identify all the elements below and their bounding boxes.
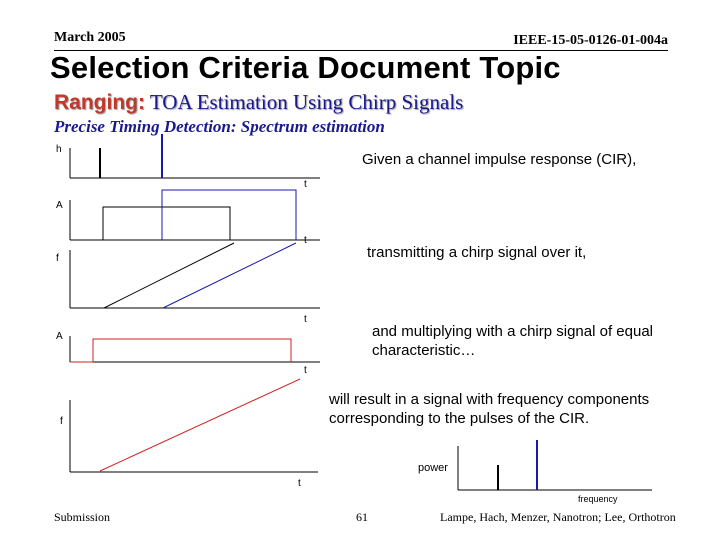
chirp-second [162, 242, 297, 309]
footer-submission: Submission [54, 510, 111, 524]
chirp-y-label: f [56, 253, 59, 264]
pulse-x-label: t [304, 235, 307, 246]
reference-pulse-plot [69, 336, 320, 363]
reference-chirp-x-label: t [298, 478, 301, 489]
reference-pulse-x-label: t [304, 365, 307, 376]
chirp-first [103, 242, 235, 309]
reference-pulse [70, 338, 292, 363]
header-document-id: IEEE-15-05-0126-01-004a [513, 33, 668, 48]
caption-result: will result in a signal with frequency c… [329, 391, 650, 427]
pulse-first [70, 206, 231, 241]
footer-page-number: 61 [356, 510, 368, 524]
footer-authors: Lampe, Hach, Menzer, Nanotron; Lee, Orth… [440, 510, 676, 524]
reference-chirp [99, 378, 301, 472]
spectrum-x-label: frequency [578, 494, 618, 504]
caption-transmit: transmitting a chirp signal over it, [367, 244, 587, 261]
cir-plot [69, 134, 320, 179]
spectrum-plot [457, 440, 652, 491]
pulse-second [161, 189, 297, 240]
cir-y-label: h [56, 144, 62, 155]
slide-subtitle: Ranging: TOA Estimation Using Chirp Sign… [54, 90, 463, 115]
transmit-pulse-plot [69, 189, 320, 241]
subtitle-keyword: Ranging: [54, 91, 145, 114]
subtitle-text: TOA Estimation Using Chirp Signals [149, 90, 464, 114]
pulse-y-label: A [56, 200, 63, 211]
cir-x-label: t [304, 179, 307, 190]
slide-title: Selection Criteria Document Topic [50, 50, 561, 85]
reference-pulse-y-label: A [56, 331, 63, 342]
chirp-x-label: t [304, 314, 307, 325]
header-date: March 2005 [54, 30, 126, 45]
header-rule [54, 50, 668, 51]
transmit-chirp-plot [69, 242, 320, 309]
spectrum-y-label: power [418, 462, 448, 474]
section-heading: Precise Timing Detection: Spectrum estim… [54, 117, 385, 136]
caption-multiply: and multiplying with a chirp signal of e… [372, 323, 653, 359]
reference-chirp-plot [69, 378, 318, 473]
caption-cir: Given a channel impulse response (CIR), [362, 151, 637, 168]
reference-chirp-y-label: f [60, 416, 63, 427]
